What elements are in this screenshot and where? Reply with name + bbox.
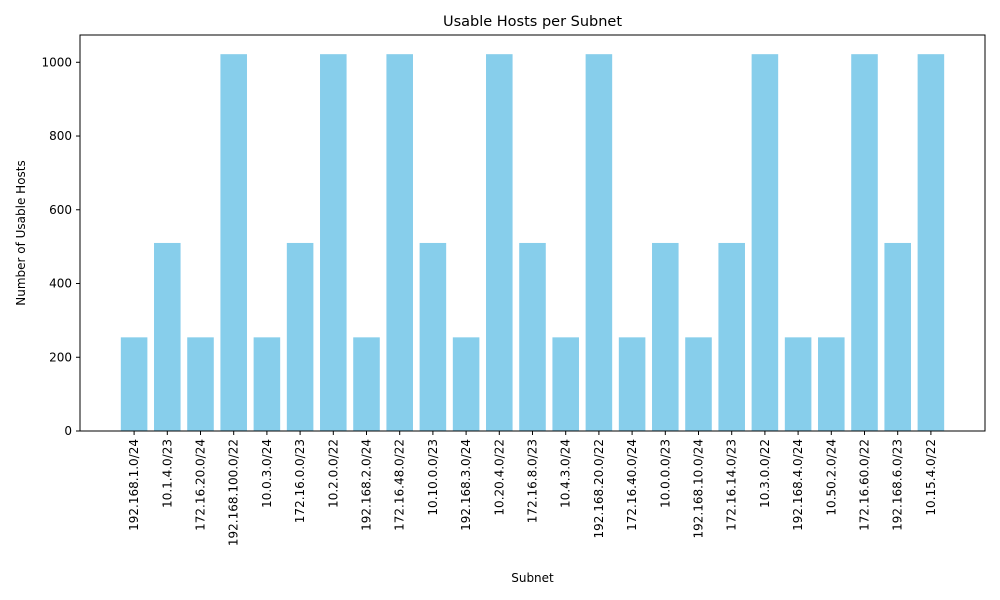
x-axis-label: Subnet <box>511 571 554 585</box>
y-tick-label-4: 800 <box>49 129 72 143</box>
x-tick-label-8: 172.16.48.0/22 <box>393 439 407 531</box>
bar-11 <box>486 54 513 431</box>
x-tick-label-6: 10.2.0.0/22 <box>326 439 340 508</box>
bar-5 <box>286 242 314 431</box>
y-tick-label-2: 400 <box>49 277 72 291</box>
bar-1 <box>154 242 181 431</box>
bar-20 <box>784 337 812 431</box>
x-tick-label-1: 10.1.4.0/23 <box>160 439 174 508</box>
bar-22 <box>851 54 878 431</box>
x-tick-label-23: 192.168.6.0/23 <box>891 439 905 531</box>
bar-24 <box>917 54 945 431</box>
x-tick-label-9: 10.10.0.0/23 <box>426 439 440 516</box>
x-tick-label-14: 192.168.20.0/22 <box>592 439 606 538</box>
x-axis: 192.168.1.0/24 10.1.4.0/23 172.16.20.0/24 1… <box>127 431 938 546</box>
x-tick-label-11: 10.20.4.0/22 <box>492 439 506 516</box>
x-tick-label-24: 10.15.4.0/22 <box>924 439 938 516</box>
y-tick-label-1: 200 <box>49 350 72 364</box>
x-tick-label-10: 192.168.3.0/24 <box>459 439 473 531</box>
x-tick-label-2: 172.16.20.0/24 <box>194 439 208 531</box>
x-tick-label-18: 172.16.14.0/23 <box>725 439 739 531</box>
x-tick-label-21: 10.50.2.0/24 <box>824 439 838 516</box>
x-tick-label-4: 10.0.3.0/24 <box>260 439 274 508</box>
chart-title: Usable Hosts per Subnet <box>443 14 622 30</box>
bar-15 <box>618 337 646 431</box>
bar-19 <box>751 54 779 431</box>
x-tick-label-22: 172.16.60.0/22 <box>858 439 872 531</box>
bar-10 <box>452 337 480 431</box>
x-tick-label-12: 172.16.8.0/23 <box>526 439 540 523</box>
bar-7 <box>353 337 380 431</box>
x-tick-label-19: 10.3.0.0/22 <box>758 439 772 508</box>
bar-12 <box>519 242 546 431</box>
bar-3 <box>220 54 247 431</box>
y-axis: 0 200 400 600 800 1000 <box>41 55 80 438</box>
bar-23 <box>884 242 911 431</box>
y-tick-label-0: 0 <box>64 424 72 438</box>
bar-9 <box>419 242 447 431</box>
bar-13 <box>552 337 579 431</box>
y-axis-label: Number of Usable Hosts <box>14 160 28 306</box>
x-tick-label-5: 172.16.0.0/23 <box>293 439 307 523</box>
bar-6 <box>320 54 347 431</box>
bar-18 <box>718 242 745 431</box>
x-tick-label-7: 192.168.2.0/24 <box>360 439 374 531</box>
x-tick-label-17: 192.168.10.0/24 <box>692 439 706 538</box>
bar-2 <box>187 337 214 431</box>
bar-16 <box>652 242 679 431</box>
x-tick-label-13: 10.4.3.0/24 <box>559 439 573 508</box>
bar-14 <box>585 54 613 431</box>
y-tick-label-5: 1000 <box>41 55 72 69</box>
bar-21 <box>818 337 845 431</box>
x-tick-label-0: 192.168.1.0/24 <box>127 439 141 531</box>
plot-frame <box>79 34 986 432</box>
bar-17 <box>685 337 712 431</box>
bars-group <box>120 54 945 431</box>
y-tick-label-3: 600 <box>49 203 72 217</box>
x-tick-label-16: 10.0.0.0/23 <box>658 439 672 508</box>
x-tick-label-20: 192.168.4.0/24 <box>791 439 805 531</box>
bar-0 <box>120 337 148 431</box>
x-tick-label-3: 192.168.100.0/22 <box>227 439 241 546</box>
bar-4 <box>253 337 281 431</box>
bar-8 <box>386 54 413 431</box>
x-tick-label-15: 172.16.40.0/24 <box>625 439 639 531</box>
